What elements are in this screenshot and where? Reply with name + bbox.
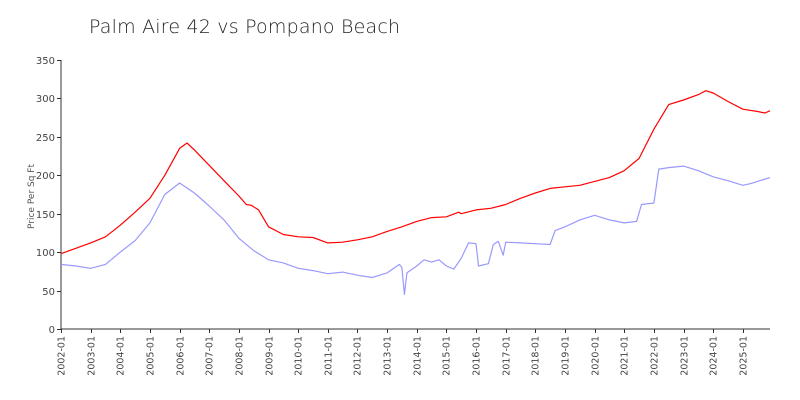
- x-tick-label: 2011-01: [324, 336, 335, 376]
- y-tick-label: 0: [49, 325, 55, 336]
- chart-title: Palm Aire 42 vs Pompano Beach: [89, 16, 401, 38]
- x-tick-label: 2018-01: [531, 336, 542, 376]
- series-line-2: [60, 165, 771, 295]
- series-group: [60, 90, 771, 295]
- x-tick-label: 2024-01: [709, 336, 720, 376]
- x-tick-label: 2010-01: [294, 336, 305, 376]
- y-axis-label: Price Per Sq Ft: [27, 164, 37, 229]
- x-tick-label: 2009-01: [265, 336, 276, 376]
- x-tick-label: 2023-01: [680, 336, 691, 376]
- x-tick-label: 2014-01: [413, 336, 424, 376]
- x-tick-label: 2005-01: [146, 336, 157, 376]
- x-tick-label: 2022-01: [650, 336, 661, 376]
- y-tick-label: 50: [42, 287, 55, 298]
- x-tick-label: 2016-01: [472, 336, 483, 376]
- y-tick-label: 100: [36, 248, 55, 259]
- x-tick-label: 2015-01: [442, 336, 453, 376]
- x-tick-label: 2007-01: [205, 336, 216, 376]
- series-line-1: [60, 90, 771, 255]
- y-tick-label: 250: [36, 133, 55, 144]
- x-tick-label: 2006-01: [176, 336, 187, 376]
- y-tick-label: 300: [36, 94, 55, 105]
- x-tick-label: 2017-01: [502, 336, 513, 376]
- x-tick-label: 2013-01: [383, 336, 394, 376]
- x-tick-label: 2021-01: [620, 336, 631, 376]
- x-tick-label: 2012-01: [353, 336, 364, 376]
- y-tick-label: 200: [36, 171, 55, 182]
- x-tick-label: 2004-01: [116, 336, 127, 376]
- x-tick-label: 2008-01: [235, 336, 246, 376]
- x-tick-label: 2003-01: [87, 336, 98, 376]
- x-tick-label: 2019-01: [561, 336, 572, 376]
- axes: 0 50 100 150 200 250 300 350 Price Per Sq Ft 2002…: [27, 56, 770, 376]
- x-tick-label: 2025-01: [739, 336, 750, 376]
- x-tick-label: 2002-01: [57, 336, 68, 376]
- x-tick-label: 2020-01: [591, 336, 602, 376]
- y-tick-label: 150: [36, 210, 55, 221]
- y-tick-label: 350: [36, 56, 55, 67]
